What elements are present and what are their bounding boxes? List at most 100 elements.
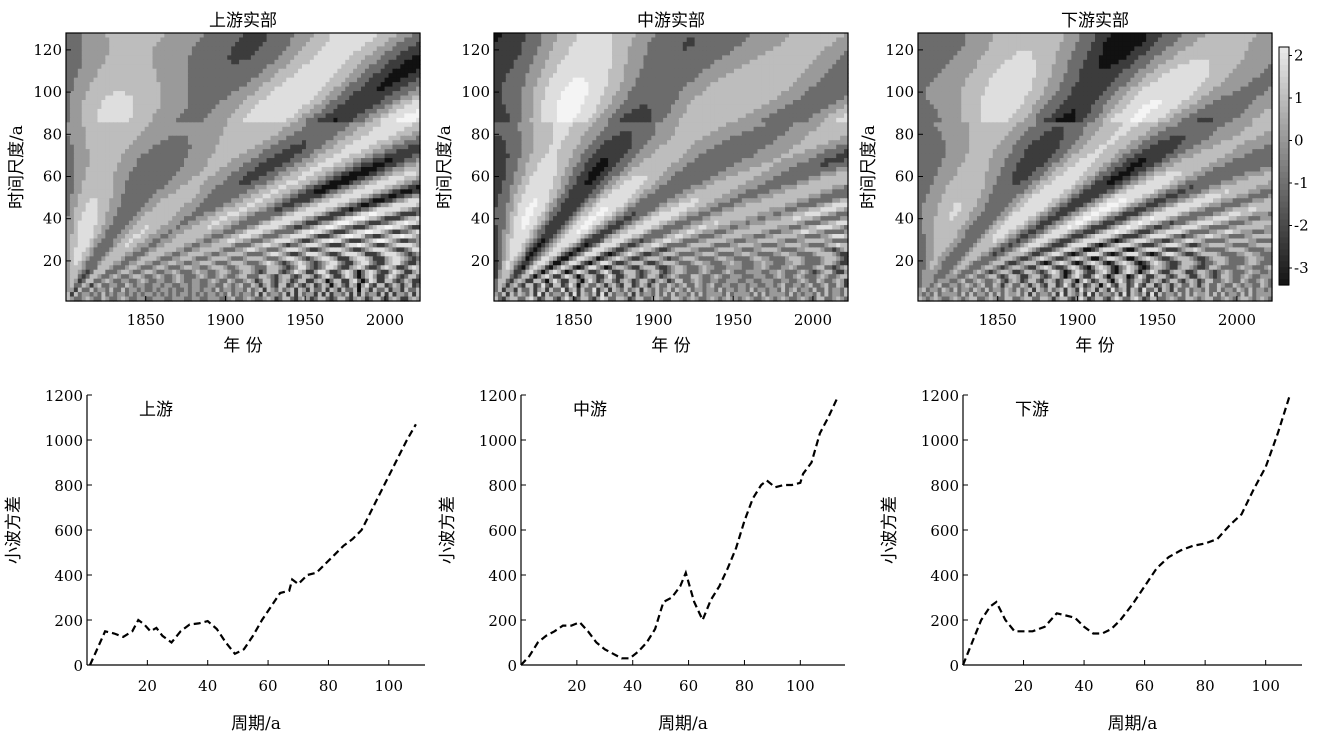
y-tick-label: 600	[930, 522, 959, 540]
heatmap-cells	[494, 33, 849, 302]
x-tick-label: 2000	[1218, 311, 1256, 329]
y-tick-label: 40	[43, 210, 62, 228]
heatmap-frame	[65, 32, 421, 302]
y-tick-label: 1000	[45, 432, 83, 450]
colorbar: 2 1 0 -1 -2 -3	[1278, 46, 1309, 286]
y-tick-label: 400	[54, 567, 83, 585]
x-axis-label: 周期/a	[658, 714, 708, 734]
y-tick-label: 60	[895, 167, 914, 185]
heatmap-cells	[918, 33, 1273, 302]
y-tick-label: 80	[895, 125, 914, 143]
y-tick-label: 120	[885, 41, 914, 59]
y-tick-label: 20	[895, 252, 914, 270]
colorbar-tick-label: -1	[1294, 174, 1309, 192]
x-axis-label: 周期/a	[231, 714, 281, 734]
y-tick-label: 100	[885, 83, 914, 101]
x-tick-label: 1950	[1138, 311, 1176, 329]
x-tick-label: 80	[319, 677, 338, 695]
x-axis-label: 周期/a	[1108, 714, 1158, 734]
x-tick-label: 80	[1196, 677, 1215, 695]
x-tick-label: 80	[735, 677, 754, 695]
x-tick-label: 40	[623, 677, 642, 695]
heatmap-panel-2: 中游实部 20 40 60 80 100 120 1850 1900 1950 2000 年 份 时间尺…	[435, 11, 849, 356]
x-tick-label: 1850	[979, 311, 1017, 329]
y-tick-label: 1200	[479, 387, 517, 405]
y-tick-label: 200	[54, 612, 83, 630]
y-tick-label: 200	[488, 612, 517, 630]
y-tick-label: 0	[73, 657, 83, 675]
y-axis-label: 时间尺度/a	[435, 125, 455, 209]
colorbar-tick-label: -3	[1294, 259, 1309, 277]
x-tick-label: 1850	[555, 311, 593, 329]
x-tick-label: 60	[259, 677, 278, 695]
variance-line	[88, 423, 417, 666]
y-tick-label: 0	[507, 657, 517, 675]
y-axis-label: 时间尺度/a	[7, 125, 27, 209]
x-tick-label: 1950	[714, 311, 752, 329]
y-tick-label: 600	[488, 522, 517, 540]
y-tick-label: 100	[461, 83, 490, 101]
panel-annotation: 下游	[1015, 400, 1049, 420]
colorbar-tick-label: 2	[1294, 47, 1304, 65]
panel-annotation: 上游	[139, 400, 173, 420]
variance-line	[961, 394, 1291, 666]
y-tick-label: 0	[949, 657, 959, 675]
y-tick-label: 20	[471, 252, 490, 270]
y-tick-label: 800	[54, 477, 83, 495]
x-tick-label: 1900	[1058, 311, 1096, 329]
y-tick-label: 800	[488, 477, 517, 495]
x-tick-label: 60	[679, 677, 698, 695]
x-tick-label: 100	[786, 677, 815, 695]
y-tick-label: 40	[471, 210, 490, 228]
x-axis-label: 年 份	[223, 336, 262, 356]
x-tick-label: 20	[138, 677, 157, 695]
x-tick-label: 1850	[127, 311, 165, 329]
y-tick-label: 1200	[921, 387, 959, 405]
colorbar-tick-label: 1	[1294, 89, 1304, 107]
x-axis-label: 年 份	[1075, 336, 1114, 356]
y-axis-label: 时间尺度/a	[859, 125, 879, 209]
heatmap-panel-3: 下游实部 20 40 60 80 100 120 1850 1900 1950 2000 年 份 时间尺…	[859, 11, 1273, 356]
y-tick-label: 60	[471, 167, 490, 185]
y-tick-label: 1200	[45, 387, 83, 405]
x-tick-label: 40	[198, 677, 217, 695]
y-tick-label: 20	[43, 252, 62, 270]
y-tick-label: 400	[930, 567, 959, 585]
y-tick-label: 120	[461, 41, 490, 59]
x-axis-label: 年 份	[651, 336, 690, 356]
y-axis-label: 小波方差	[4, 496, 24, 564]
heatmap-frame	[493, 32, 849, 302]
y-axis-label: 小波方差	[880, 496, 900, 564]
y-tick-label: 200	[930, 612, 959, 630]
y-axis-label: 小波方差	[438, 496, 458, 564]
y-tick-label: 800	[930, 477, 959, 495]
x-tick-label: 1900	[206, 311, 244, 329]
x-tick-label: 20	[1014, 677, 1033, 695]
colorbar-tick-label: 0	[1294, 132, 1304, 150]
y-tick-label: 1000	[921, 432, 959, 450]
panel-annotation: 中游	[573, 400, 607, 420]
heatmap-title: 下游实部	[1061, 11, 1129, 31]
x-tick-label: 40	[1075, 677, 1094, 695]
x-tick-label: 20	[567, 677, 586, 695]
colorbar-tick-label: -2	[1294, 217, 1309, 235]
x-tick-label: 100	[374, 677, 403, 695]
y-tick-label: 100	[33, 83, 62, 101]
x-tick-label: 2000	[366, 311, 404, 329]
heatmap-frame	[917, 32, 1273, 302]
x-tick-label: 100	[1251, 677, 1280, 695]
y-tick-label: 60	[43, 167, 62, 185]
x-tick-label: 1900	[634, 311, 672, 329]
x-tick-label: 1950	[286, 311, 324, 329]
y-tick-label: 400	[488, 567, 517, 585]
y-tick-label: 80	[471, 125, 490, 143]
heatmap-cells	[66, 33, 421, 302]
y-tick-label: 40	[895, 210, 914, 228]
variance-line	[520, 399, 838, 666]
x-tick-label: 2000	[794, 311, 832, 329]
x-tick-label: 60	[1135, 677, 1154, 695]
